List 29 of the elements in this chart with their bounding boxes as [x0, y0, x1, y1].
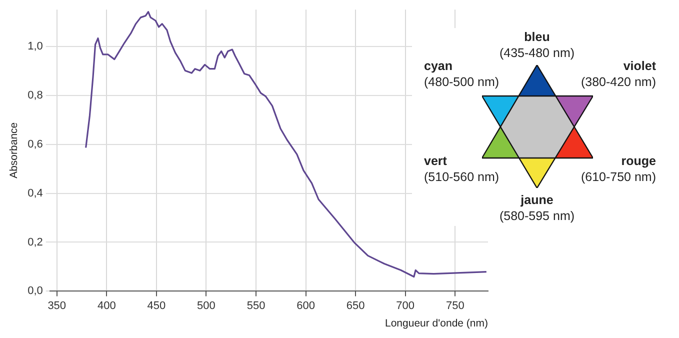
text: (610-750 nm): [580, 170, 656, 185]
annotation: (480-500 nm): [424, 75, 500, 90]
text: jaune: [520, 193, 554, 208]
y-tick-label: 0,6: [28, 138, 43, 150]
y-tick-label: 0,8: [28, 89, 43, 102]
text: rouge: [621, 154, 656, 169]
x-axis-title: Longueur d'onde (nm): [385, 318, 488, 330]
x-tick-label: 700: [396, 300, 415, 312]
x-tick-label: 550: [246, 300, 266, 312]
x-tick-label: 600: [296, 300, 315, 312]
x-tick-label: 350: [48, 300, 66, 312]
x-tick-label: 500: [197, 300, 216, 312]
text: (380-420 nm): [580, 75, 656, 90]
text: (435-480 nm): [499, 46, 575, 61]
text: (580-595 nm): [499, 209, 575, 224]
annotation: (510-560 nm): [424, 170, 500, 185]
y-tick-label: 1,0: [28, 40, 43, 52]
annotation: vert: [424, 154, 447, 169]
y-tick-label: 0,4: [28, 187, 43, 200]
text: violet: [623, 59, 656, 74]
text: bleu: [524, 30, 550, 45]
y-tick-label: 0,0: [28, 285, 43, 298]
x-tick-label: 450: [147, 300, 166, 312]
x-tick-label: 400: [97, 300, 116, 312]
x-tick-label: 750: [446, 300, 464, 312]
x-tick-label: 650: [346, 300, 365, 312]
y-axis-title: Absorbance: [8, 122, 20, 178]
y-tick-label: 0,2: [28, 236, 43, 248]
annotation: cyan: [424, 59, 452, 74]
